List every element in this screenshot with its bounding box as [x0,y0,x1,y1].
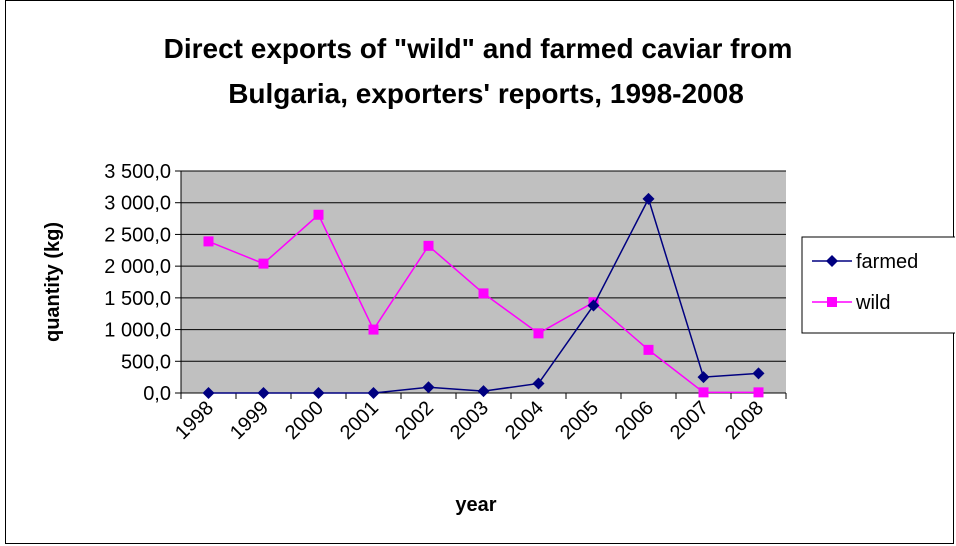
x-tick-label: 2003 [446,397,493,444]
x-axis-label: year [455,494,496,516]
data-point [532,377,545,390]
y-tick-label: 2 000,0 [104,256,171,278]
data-point [312,387,325,399]
data-point [367,387,380,399]
data-point [697,371,710,384]
x-tick-labels: 1998 1999 2000 2001 2002 2003 2004 2005 2006 2007… [171,397,768,444]
x-tick-label: 1998 [171,397,218,444]
series-farmed [202,192,765,399]
chart-title-line-1: Direct exports of "wild" and farmed cavi… [164,33,793,64]
plot-area [181,171,786,393]
data-point [202,387,215,399]
y-tick-labels: 0,0 500,0 1 000,0 1 500,0 2 000,0 2 500,0 3 00… [104,161,171,405]
y-tick-label: 3 000,0 [104,193,171,215]
x-tick-label: 1999 [226,397,273,444]
data-point [826,255,838,267]
data-point [478,288,489,299]
x-tick-label: 2004 [501,397,548,444]
x-tick-label: 2006 [611,397,658,444]
data-point [257,387,270,399]
x-tick-label: 2007 [666,397,713,444]
x-tick-label: 2000 [281,397,328,444]
legend: farmed wild [801,236,955,334]
data-point [313,209,324,220]
y-tick-label: 1 500,0 [104,288,171,310]
chart-area: Direct exports of "wild" and farmed cavi… [5,0,955,544]
legend-label: farmed [856,251,918,273]
y-tick-label: 0,0 [143,383,171,405]
x-tick-label: 2005 [556,397,603,444]
data-point [753,387,764,398]
legend-label: wild [855,292,890,314]
y-tick-label: 500,0 [121,351,171,373]
data-point [477,385,490,398]
legend-item-wild: wild [812,292,890,314]
data-point [258,258,269,269]
legend-item-farmed: farmed [812,251,918,273]
data-point [752,367,765,380]
y-tick-label: 2 500,0 [104,224,171,246]
data-point [587,299,600,312]
data-point [203,236,214,247]
data-point [533,328,544,339]
data-point [642,192,655,205]
data-point [698,387,709,398]
y-axis-label: quantity (kg) [42,222,64,342]
y-tick-label: 3 500,0 [104,161,171,183]
x-tick-label: 2001 [336,397,383,444]
data-point [423,240,434,251]
data-point [643,344,654,355]
x-tick-label: 2002 [391,397,438,444]
chart-title: Direct exports of "wild" and farmed cavi… [164,33,793,109]
x-tick-label: 2008 [721,397,768,444]
legend-box [801,236,955,334]
chart-title-line-2: Bulgaria, exporters' reports, 1998-2008 [228,78,744,109]
data-point [422,381,435,394]
data-point [827,297,837,307]
line-chart: Direct exports of "wild" and farmed cavi… [42,33,955,516]
series-layer [202,192,765,399]
y-tick-label: 1 000,0 [104,320,171,342]
data-point [368,324,379,335]
